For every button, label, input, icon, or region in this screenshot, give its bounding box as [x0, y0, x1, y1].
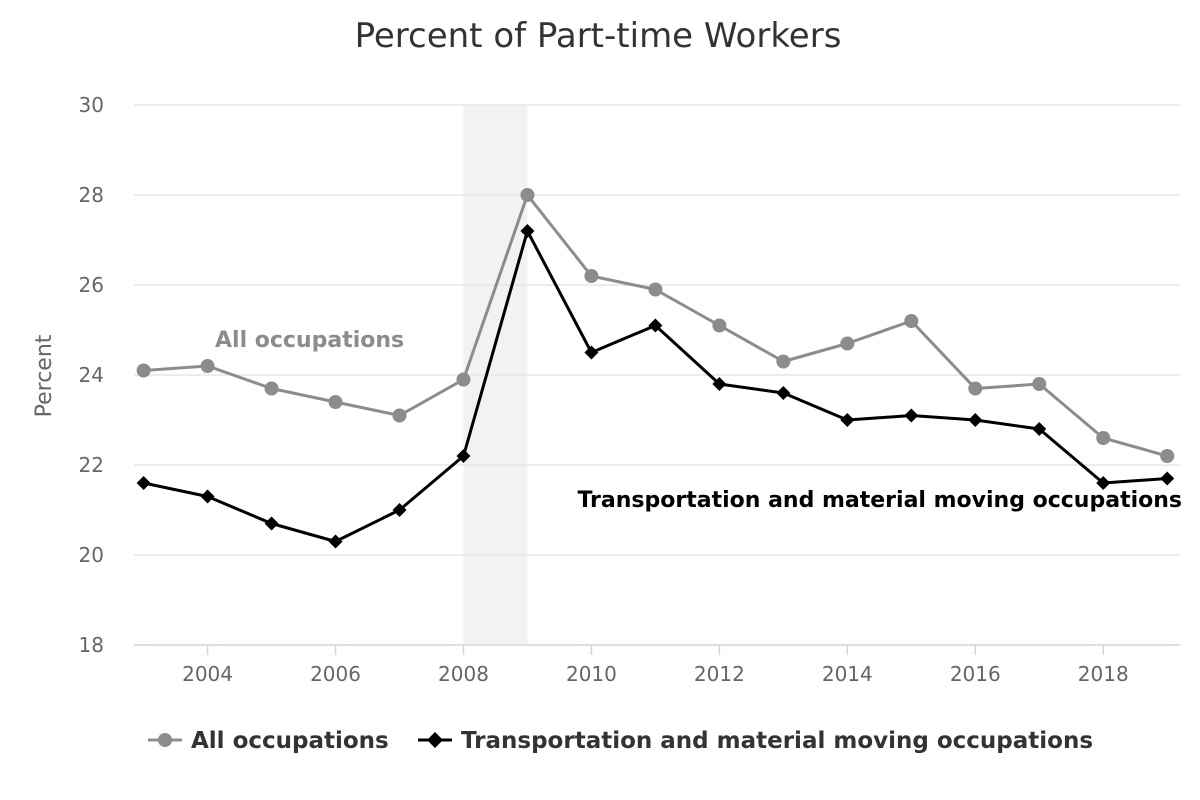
data-point[interactable]	[136, 363, 151, 378]
data-point[interactable]	[776, 386, 791, 400]
data-point[interactable]	[1160, 449, 1175, 463]
data-point[interactable]	[712, 377, 727, 391]
data-point[interactable]	[584, 269, 599, 283]
data-point[interactable]	[1096, 476, 1111, 490]
x-tick-label: 2006	[310, 662, 361, 686]
data-point[interactable]	[392, 408, 407, 423]
data-point[interactable]	[328, 395, 343, 409]
data-point[interactable]	[904, 314, 919, 328]
data-point[interactable]	[968, 381, 983, 396]
data-point[interactable]	[712, 318, 727, 333]
legend-label-all-occupations: All occupations	[191, 728, 389, 754]
x-tick-label: 2004	[182, 662, 233, 686]
data-point[interactable]	[968, 413, 983, 427]
data-point[interactable]	[264, 516, 279, 531]
data-point[interactable]	[904, 408, 919, 423]
data-point[interactable]	[200, 359, 215, 373]
legend-item-all-occupations[interactable]: All occupations	[148, 728, 389, 754]
x-tick-label: 2014	[822, 662, 873, 686]
y-tick-label: 22	[79, 453, 104, 477]
chart-title: Percent of Part-time Workers	[355, 16, 842, 56]
data-point[interactable]	[1160, 471, 1175, 486]
data-point[interactable]	[520, 224, 535, 238]
y-tick-label: 28	[79, 183, 104, 207]
data-point[interactable]	[456, 449, 471, 463]
data-point[interactable]	[392, 503, 407, 517]
series-layer	[136, 188, 1175, 549]
x-tick-label: 2008	[438, 662, 489, 686]
legend-item-transportation[interactable]: Transportation and material moving occup…	[418, 728, 1093, 754]
y-tick-label: 24	[79, 363, 104, 387]
data-point[interactable]	[776, 354, 791, 369]
series-label-all-occupations: All occupations	[215, 328, 404, 353]
x-tick-label: 2010	[566, 662, 617, 686]
data-point[interactable]	[264, 381, 279, 396]
data-point[interactable]	[456, 372, 471, 387]
x-axis-ticks: 2004 2006 2008 2010 2012 2014 2016 2018	[182, 645, 1129, 686]
x-tick-label: 2012	[694, 662, 745, 686]
legend-diamond-marker-icon	[427, 732, 443, 748]
y-axis-ticks: 18 20 22 24 26 28 30	[79, 93, 104, 657]
legend[interactable]: All occupations Transportation and mater…	[148, 728, 1093, 754]
data-point[interactable]	[840, 413, 855, 427]
data-point[interactable]	[1032, 377, 1047, 391]
y-tick-label: 18	[79, 633, 104, 657]
y-tick-label: 30	[79, 93, 104, 117]
data-point[interactable]	[1096, 431, 1111, 445]
data-point[interactable]	[584, 345, 599, 360]
y-tick-label: 20	[79, 543, 104, 567]
x-tick-label: 2018	[1078, 662, 1129, 686]
data-point[interactable]	[840, 336, 855, 351]
series-0	[136, 188, 1175, 463]
data-point[interactable]	[136, 476, 151, 490]
y-tick-label: 26	[79, 273, 104, 297]
legend-circle-marker-icon	[158, 733, 172, 747]
data-point[interactable]	[648, 282, 663, 297]
data-point[interactable]	[328, 534, 343, 549]
x-tick-label: 2016	[950, 662, 1001, 686]
series-1	[136, 224, 1175, 549]
y-axis-label: Percent	[32, 334, 57, 417]
legend-label-transportation: Transportation and material moving occup…	[461, 728, 1093, 754]
data-point[interactable]	[200, 489, 215, 504]
series-label-transportation: Transportation and material moving occup…	[577, 488, 1182, 513]
data-point[interactable]	[648, 318, 663, 333]
data-point[interactable]	[520, 188, 535, 202]
data-point[interactable]	[1032, 422, 1047, 436]
